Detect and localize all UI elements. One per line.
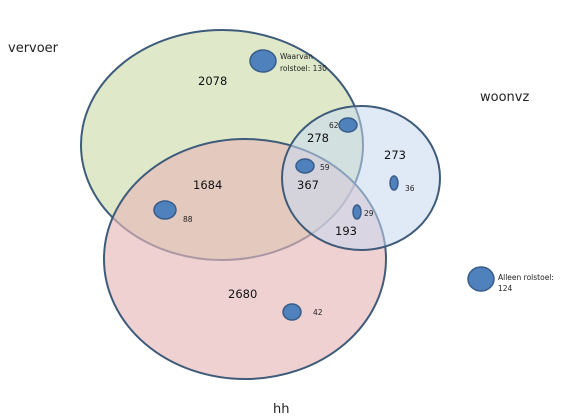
wheelchair-marker-vervoer-woonvz [338, 117, 358, 133]
wheelchair-marker-hh-only [282, 303, 302, 321]
wheelchair-marker-woonvz-hh [352, 204, 362, 220]
wheelchair-marker-all-three [295, 158, 315, 174]
woonvz-label: woonvz [480, 90, 529, 105]
wheelchair-alone-line1: Alleen rolstoel: [498, 273, 554, 282]
wheelchair-count-woonvz-hh: 29 [364, 209, 374, 218]
wheelchair-count-vervoer-hh: 88 [183, 215, 193, 224]
region-woonvz-hh-count: 193 [335, 224, 357, 238]
region-vervoer-woonvz-count: 278 [307, 131, 329, 145]
region-vervoer-only-count: 2078 [198, 74, 227, 88]
wheelchair-marker-vervoer-hh [153, 200, 177, 220]
region-woonvz-only-count: 273 [384, 148, 406, 162]
region-all-three-count: 367 [297, 178, 319, 192]
wheelchair-alone-line2: 124 [498, 284, 513, 293]
wheelchair-count-hh-only: 42 [313, 308, 323, 317]
region-hh-only-count: 2680 [228, 287, 257, 301]
wheelchair-marker-vervoer-only [249, 49, 277, 73]
vervoer-label: vervoer [8, 41, 59, 56]
wheelchair-count-woonvz-only: 36 [405, 184, 415, 193]
wheelchair-count-vervoer-woonvz: 62 [329, 121, 339, 130]
hh-label: hh [273, 402, 289, 416]
wheelchair-note-line1: Waarvan [280, 52, 313, 61]
wheelchair-marker-alone [467, 266, 495, 292]
wheelchair-marker-woonvz-only [389, 175, 399, 191]
wheelchair-note-line2: rolstoel: 130 [280, 64, 327, 73]
region-vervoer-hh-count: 1684 [193, 178, 222, 192]
wheelchair-count-all-three: 59 [320, 163, 330, 172]
woonvz-set-circle [281, 105, 441, 251]
